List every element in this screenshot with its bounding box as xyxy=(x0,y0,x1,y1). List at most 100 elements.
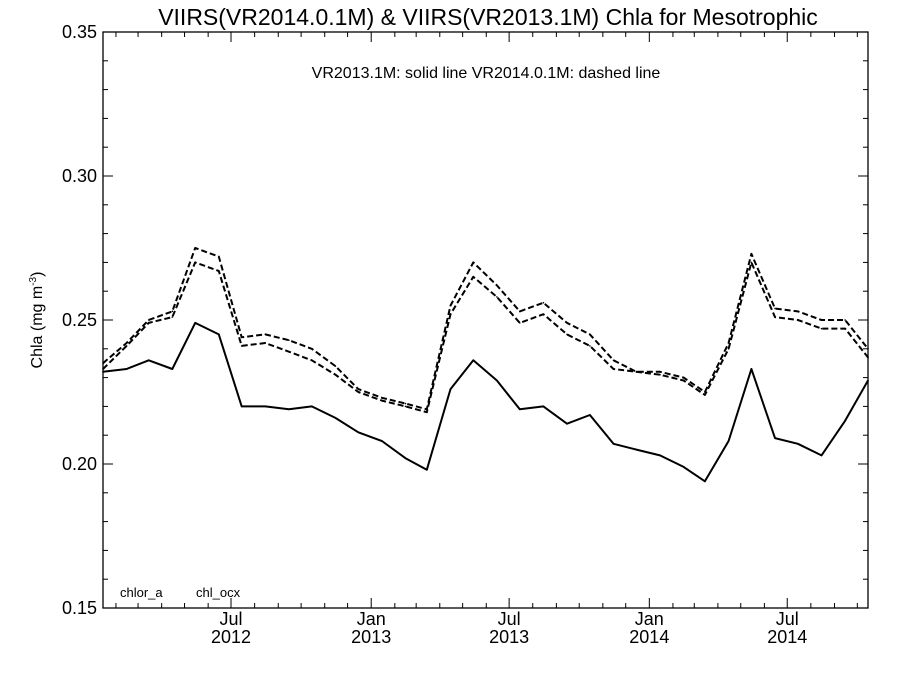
data-point xyxy=(612,368,615,370)
data-point xyxy=(171,310,174,313)
data-point xyxy=(797,319,799,321)
data-point xyxy=(566,322,568,324)
data-point xyxy=(820,327,823,330)
y-axis: 0.15 0.20 0.25 0.30 0.35 xyxy=(62,22,868,618)
data-point xyxy=(125,368,128,370)
data-point xyxy=(449,313,452,316)
x-tick-label-month: Jul xyxy=(220,609,243,629)
data-point xyxy=(381,396,383,399)
legend-label-chlor-a: chlor_a xyxy=(120,585,163,600)
data-point xyxy=(496,284,498,287)
data-point xyxy=(171,316,174,318)
y-tick-label: 0.35 xyxy=(62,22,97,42)
data-point xyxy=(288,350,290,353)
data-point xyxy=(518,322,521,324)
data-point xyxy=(240,405,243,408)
plot-frame xyxy=(102,31,869,609)
data-point xyxy=(682,379,685,382)
data-point xyxy=(566,422,568,425)
data-point xyxy=(147,359,150,362)
data-point xyxy=(727,348,730,350)
data-point xyxy=(472,276,475,278)
data-point xyxy=(288,339,290,341)
data-point xyxy=(659,454,661,457)
data-point xyxy=(171,368,174,370)
data-point xyxy=(334,373,337,376)
data-point xyxy=(844,420,846,422)
series-annotation: VR2013.1M: solid line VR2014.0.1M: dashe… xyxy=(312,65,661,82)
data-point xyxy=(218,333,220,336)
data-point xyxy=(357,388,360,390)
chart-title: VIIRS(VR2014.0.1M) & VIIRS(VR2013.1M) Ch… xyxy=(158,4,818,30)
data-point xyxy=(404,457,407,460)
x-tick-label-year: 2014 xyxy=(767,627,807,647)
series-group xyxy=(102,247,869,483)
data-point xyxy=(310,405,313,408)
legend-label-chl-ocx: chl_ocx xyxy=(196,585,241,600)
data-point xyxy=(288,408,290,411)
data-point xyxy=(218,255,220,258)
data-point xyxy=(727,342,730,344)
data-point xyxy=(102,371,104,373)
data-point xyxy=(774,437,776,439)
x-tick-label-year: 2012 xyxy=(211,627,251,647)
data-point xyxy=(102,368,104,370)
data-point xyxy=(381,440,383,442)
data-point xyxy=(194,261,196,264)
data-point xyxy=(589,345,591,347)
data-point xyxy=(240,336,243,339)
data-point xyxy=(449,304,452,307)
data-point xyxy=(612,359,615,362)
data-point xyxy=(589,333,591,336)
data-point xyxy=(659,371,661,373)
y-tick-label: 0.25 xyxy=(62,310,97,330)
series-line-dashed-1 xyxy=(102,247,869,411)
data-point xyxy=(566,333,568,336)
data-point xyxy=(125,342,128,344)
data-point xyxy=(682,376,685,379)
series-line-solid-0 xyxy=(102,321,869,483)
data-point xyxy=(682,466,685,468)
data-point xyxy=(635,448,638,451)
y-axis-label-sup: -3 xyxy=(28,276,39,285)
data-point xyxy=(820,319,823,321)
data-point xyxy=(147,319,150,321)
data-point xyxy=(147,322,150,324)
data-point xyxy=(334,365,337,367)
data-point xyxy=(542,301,545,304)
y-tick-label: 0.20 xyxy=(62,454,97,474)
data-point xyxy=(194,322,196,324)
x-tick-label-month: Jan xyxy=(357,609,386,629)
x-tick-label-month: Jul xyxy=(776,609,799,629)
data-point xyxy=(472,261,475,264)
data-point xyxy=(867,379,869,382)
data-point xyxy=(334,417,337,419)
data-point xyxy=(264,342,267,344)
data-point xyxy=(612,443,615,445)
data-point xyxy=(774,316,776,318)
data-point xyxy=(844,327,846,330)
y-axis-label-close: ) xyxy=(29,272,46,277)
y-tick-label: 0.15 xyxy=(62,598,97,618)
data-point xyxy=(102,362,104,365)
data-point xyxy=(310,348,313,350)
data-point xyxy=(125,345,128,347)
data-point xyxy=(542,405,545,408)
data-point xyxy=(589,414,591,416)
data-point xyxy=(797,443,799,445)
data-point xyxy=(750,261,753,264)
data-point xyxy=(704,394,706,396)
data-point xyxy=(404,405,407,408)
data-point xyxy=(426,468,428,471)
data-point xyxy=(496,379,498,382)
data-point xyxy=(797,310,799,313)
data-point xyxy=(774,307,776,310)
x-tick-label-year: 2013 xyxy=(351,627,391,647)
data-point xyxy=(867,348,869,350)
series-line-dashed-2 xyxy=(102,261,869,414)
data-point xyxy=(518,408,521,411)
data-point xyxy=(844,319,846,321)
data-point xyxy=(264,405,267,408)
data-point xyxy=(426,411,428,413)
